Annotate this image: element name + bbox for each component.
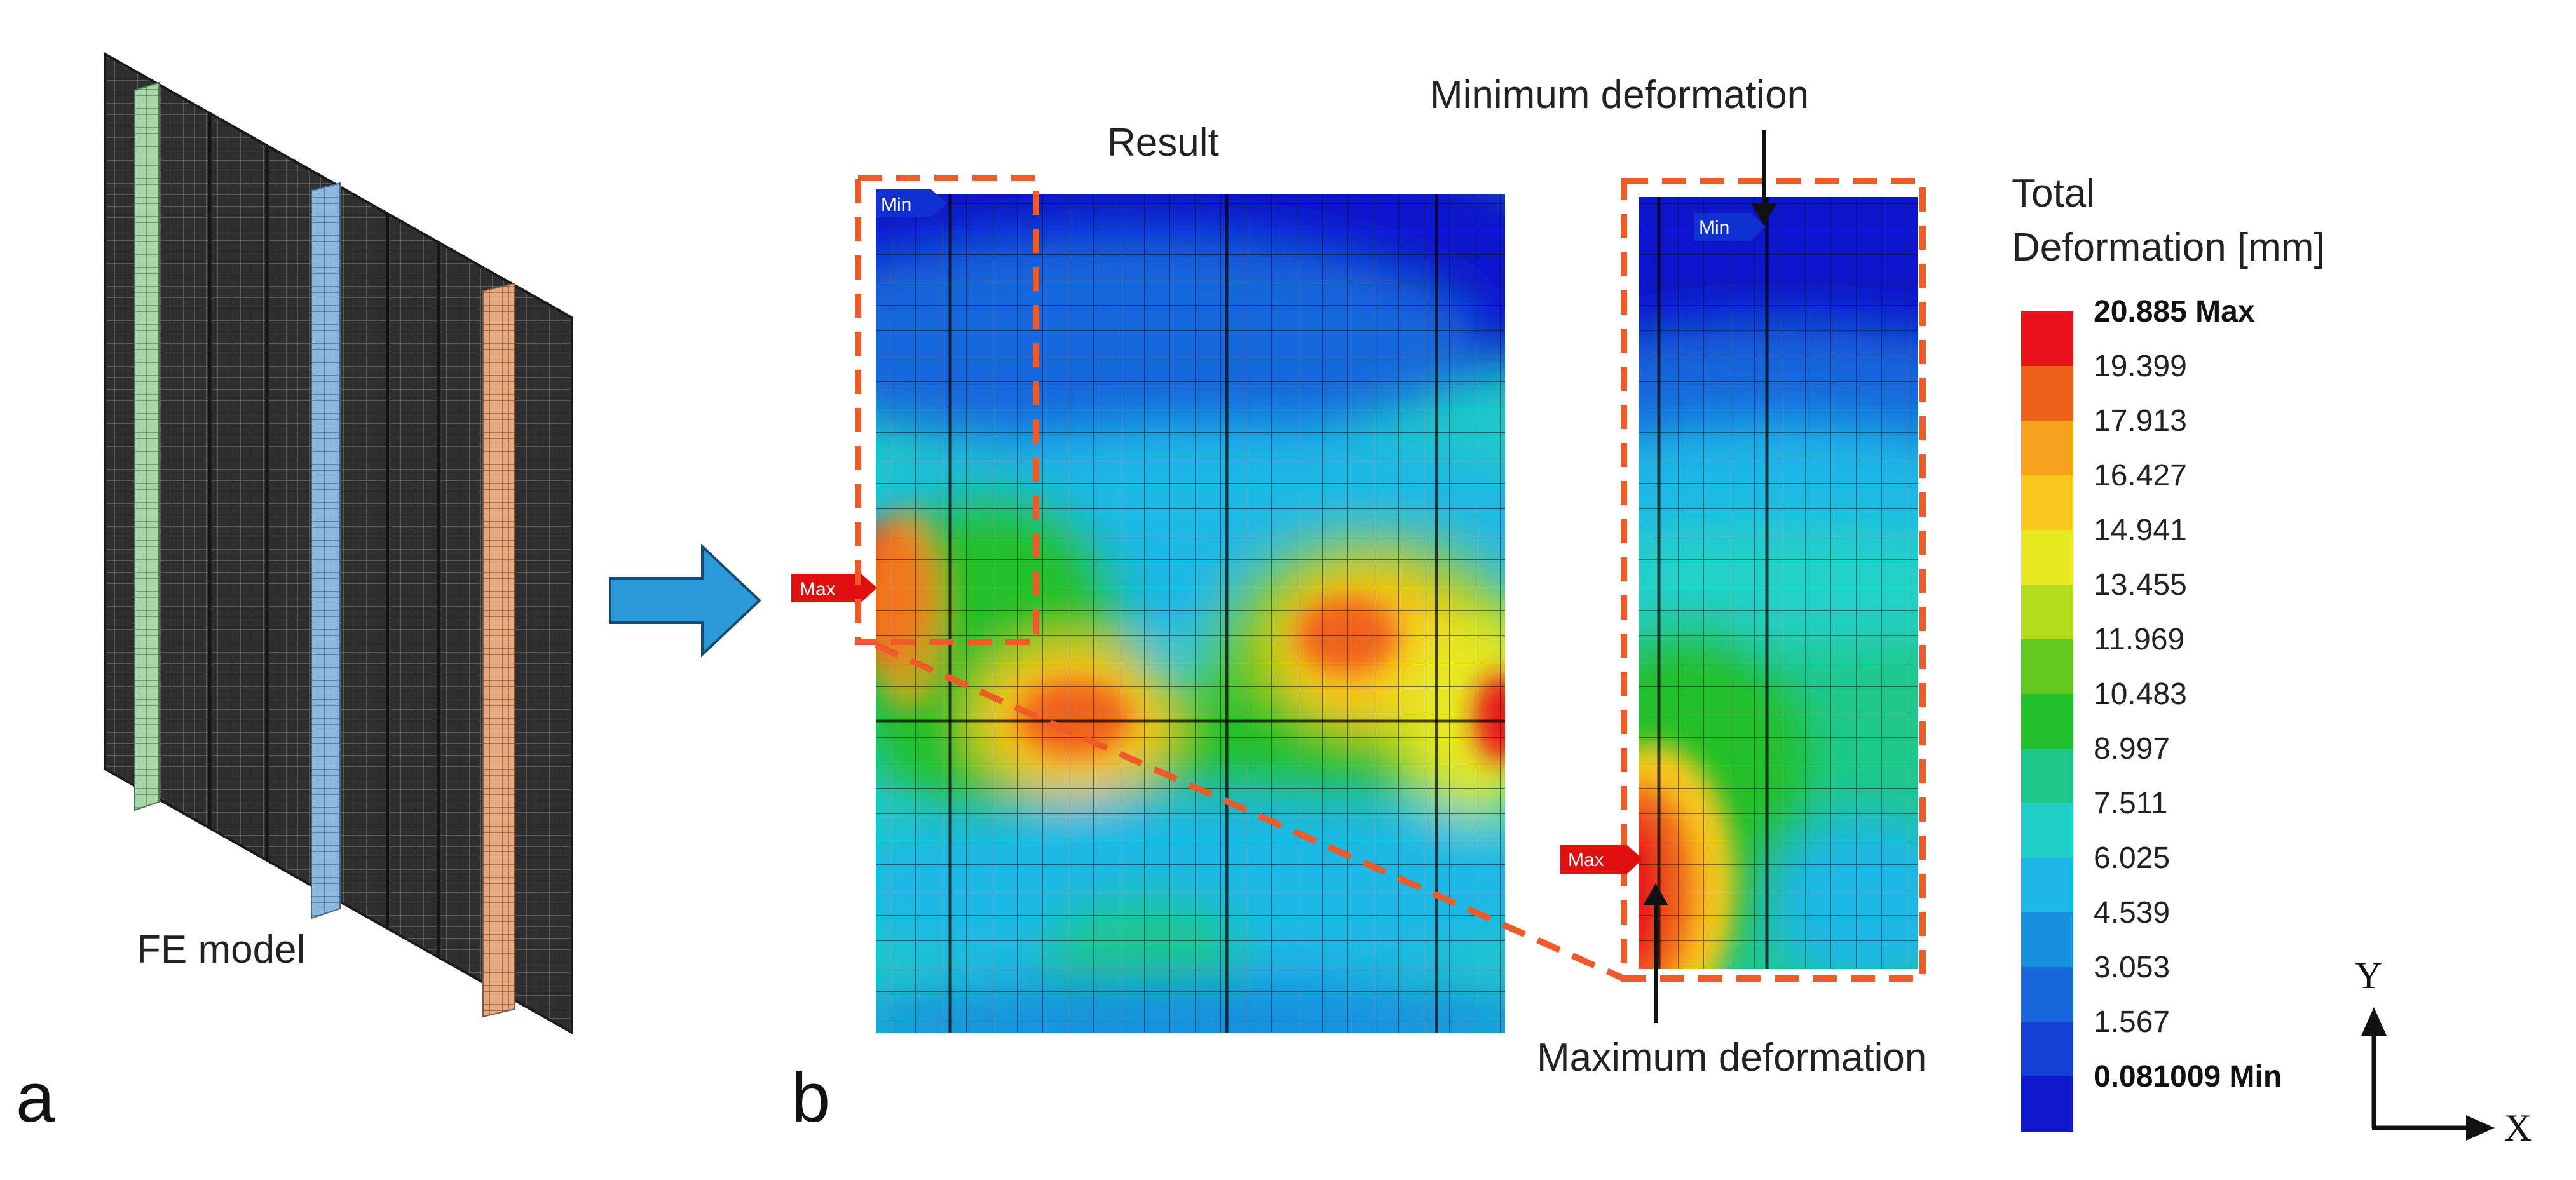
- legend-swatches: [2021, 311, 2073, 1132]
- legend-swatch-11: [2021, 912, 2073, 968]
- legend-label-9: 7.511: [2094, 787, 2168, 820]
- maximum-deformation-label: Maximum deformation: [1537, 1036, 1926, 1080]
- fe-mesh-stiffener-lines: [208, 113, 440, 957]
- result-contour-plot: [876, 194, 1505, 1033]
- legend-label-6: 11.969: [2094, 623, 2184, 656]
- panel-letter-a: a: [16, 1059, 55, 1137]
- callout-box-main: [855, 175, 1039, 645]
- minimum-annotation: Minimum deformation: [1430, 73, 1809, 226]
- min-tag-zoom: Min: [1694, 213, 1766, 241]
- legend-label-0: 20.885 Max: [2094, 295, 2255, 329]
- maximum-annotation: Maximum deformation: [1537, 883, 1926, 1080]
- legend-label-14: 0.081009 Min: [2094, 1060, 2282, 1094]
- max-tag-zoom-label: Max: [1568, 850, 1604, 871]
- legend-swatch-0: [2021, 311, 2073, 367]
- legend-swatch-1: [2021, 366, 2073, 421]
- legend-label-1: 19.399: [2094, 349, 2187, 383]
- legend-swatch-13: [2021, 1022, 2073, 1077]
- legend-label-2: 17.913: [2094, 404, 2187, 438]
- axis-x-label: X: [2504, 1107, 2532, 1149]
- legend-swatch-12: [2021, 967, 2073, 1022]
- legend-swatch-5: [2021, 585, 2073, 640]
- legend-label-11: 4.539: [2094, 896, 2170, 930]
- legend-labels: 20.885 Max 19.399 17.913 16.427 14.941 13.455…: [2094, 295, 2282, 1094]
- legend-label-5: 13.455: [2094, 568, 2187, 602]
- max-tag-main-label: Max: [800, 579, 836, 600]
- legend-label-13: 1.567: [2094, 1005, 2170, 1039]
- legend-swatch-3: [2021, 475, 2073, 531]
- deformation-legend: Total Deformation [mm] 20.885 Max 19.399 1…: [2012, 172, 2325, 1132]
- max-tag-main: Max: [791, 574, 877, 602]
- callout-box-zoom: [1621, 178, 1926, 982]
- fe-stiffener-orange: [482, 282, 515, 1018]
- minimum-deformation-label: Minimum deformation: [1430, 73, 1809, 117]
- legend-swatch-14: [2021, 1076, 2073, 1132]
- legend-label-4: 14.941: [2094, 513, 2187, 547]
- min-tag-main: Min: [876, 189, 947, 217]
- legend-label-7: 10.483: [2094, 677, 2187, 711]
- legend-swatch-4: [2021, 530, 2073, 585]
- min-tag-main-label: Min: [881, 194, 911, 215]
- max-tag-zoom: Max: [1560, 845, 1643, 874]
- legend-label-8: 8.997: [2094, 732, 2170, 766]
- result-title: Result: [1107, 121, 1219, 165]
- legend-title-line1: Total: [2012, 172, 2095, 215]
- fe-stiffener-blue: [311, 182, 341, 919]
- legend-swatch-8: [2021, 749, 2073, 804]
- legend-title-line2: Deformation [mm]: [2012, 226, 2325, 269]
- legend-label-10: 6.025: [2094, 841, 2170, 875]
- fe-model-label: FE model: [137, 928, 305, 972]
- legend-label-12: 3.053: [2094, 951, 2170, 984]
- axis-triad: Y X: [2355, 954, 2532, 1149]
- panel-letter-b: b: [791, 1059, 830, 1137]
- legend-swatch-9: [2021, 803, 2073, 858]
- legend-swatch-7: [2021, 694, 2073, 749]
- axis-y-label: Y: [2355, 954, 2382, 996]
- fe-stiffener-green: [134, 81, 160, 811]
- min-tag-zoom-label: Min: [1699, 217, 1729, 238]
- legend-swatch-10: [2021, 858, 2073, 913]
- zoom-contour-plot: [1639, 197, 1918, 969]
- fe-model-panel: FE model a: [16, 51, 573, 1137]
- callout-connector: [874, 642, 1626, 982]
- legend-label-3: 16.427: [2094, 459, 2187, 492]
- legend-swatch-6: [2021, 639, 2073, 695]
- legend-swatch-2: [2021, 421, 2073, 476]
- transition-arrow: [609, 543, 761, 658]
